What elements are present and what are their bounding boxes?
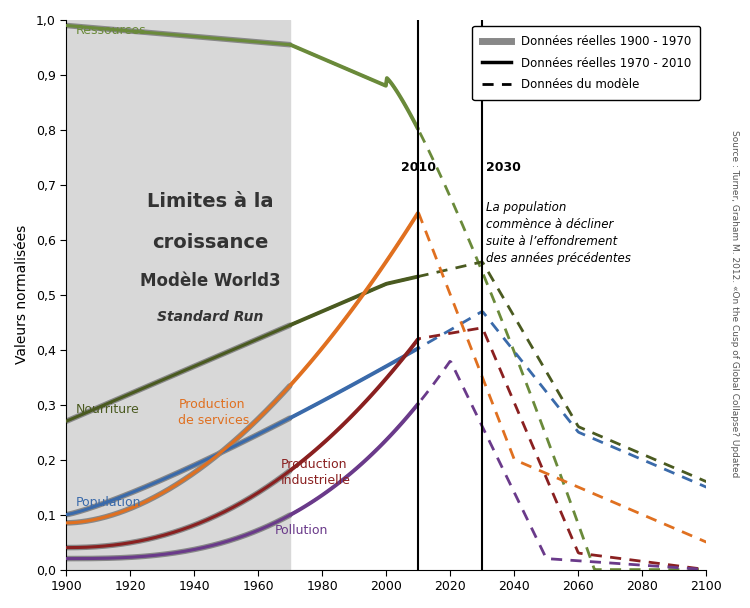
- Text: Pollution: Pollution: [274, 524, 328, 537]
- Text: 2010: 2010: [400, 161, 436, 174]
- Bar: [66, 20, 290, 570]
- Text: Limites à la: Limites à la: [147, 192, 274, 211]
- Text: croissance: croissance: [152, 233, 268, 252]
- Text: 2030: 2030: [485, 161, 520, 174]
- Legend: Données réelles 1900 - 1970, Données réelles 1970 - 2010, Données du modèle: Données réelles 1900 - 1970, Données rée…: [472, 26, 700, 100]
- Text: Production
Industrielle: Production Industrielle: [280, 458, 351, 488]
- Text: Ressources: Ressources: [76, 24, 146, 36]
- Text: Nourriture: Nourriture: [76, 403, 140, 416]
- Text: Modèle World3: Modèle World3: [140, 272, 280, 290]
- Text: Source : Turner, Graham M. 2012. «On the Cusp of Global Collapse? Updated: Source : Turner, Graham M. 2012. «On the…: [730, 130, 739, 478]
- Text: La population
commènce à décliner
suite à l’effondrement
des années précédentes: La population commènce à décliner suite …: [485, 201, 631, 265]
- Y-axis label: Valeurs normalisées: Valeurs normalisées: [15, 225, 29, 364]
- Text: Standard Run: Standard Run: [158, 309, 263, 324]
- Text: Production
de services: Production de services: [178, 398, 250, 427]
- Text: Population: Population: [76, 496, 142, 510]
